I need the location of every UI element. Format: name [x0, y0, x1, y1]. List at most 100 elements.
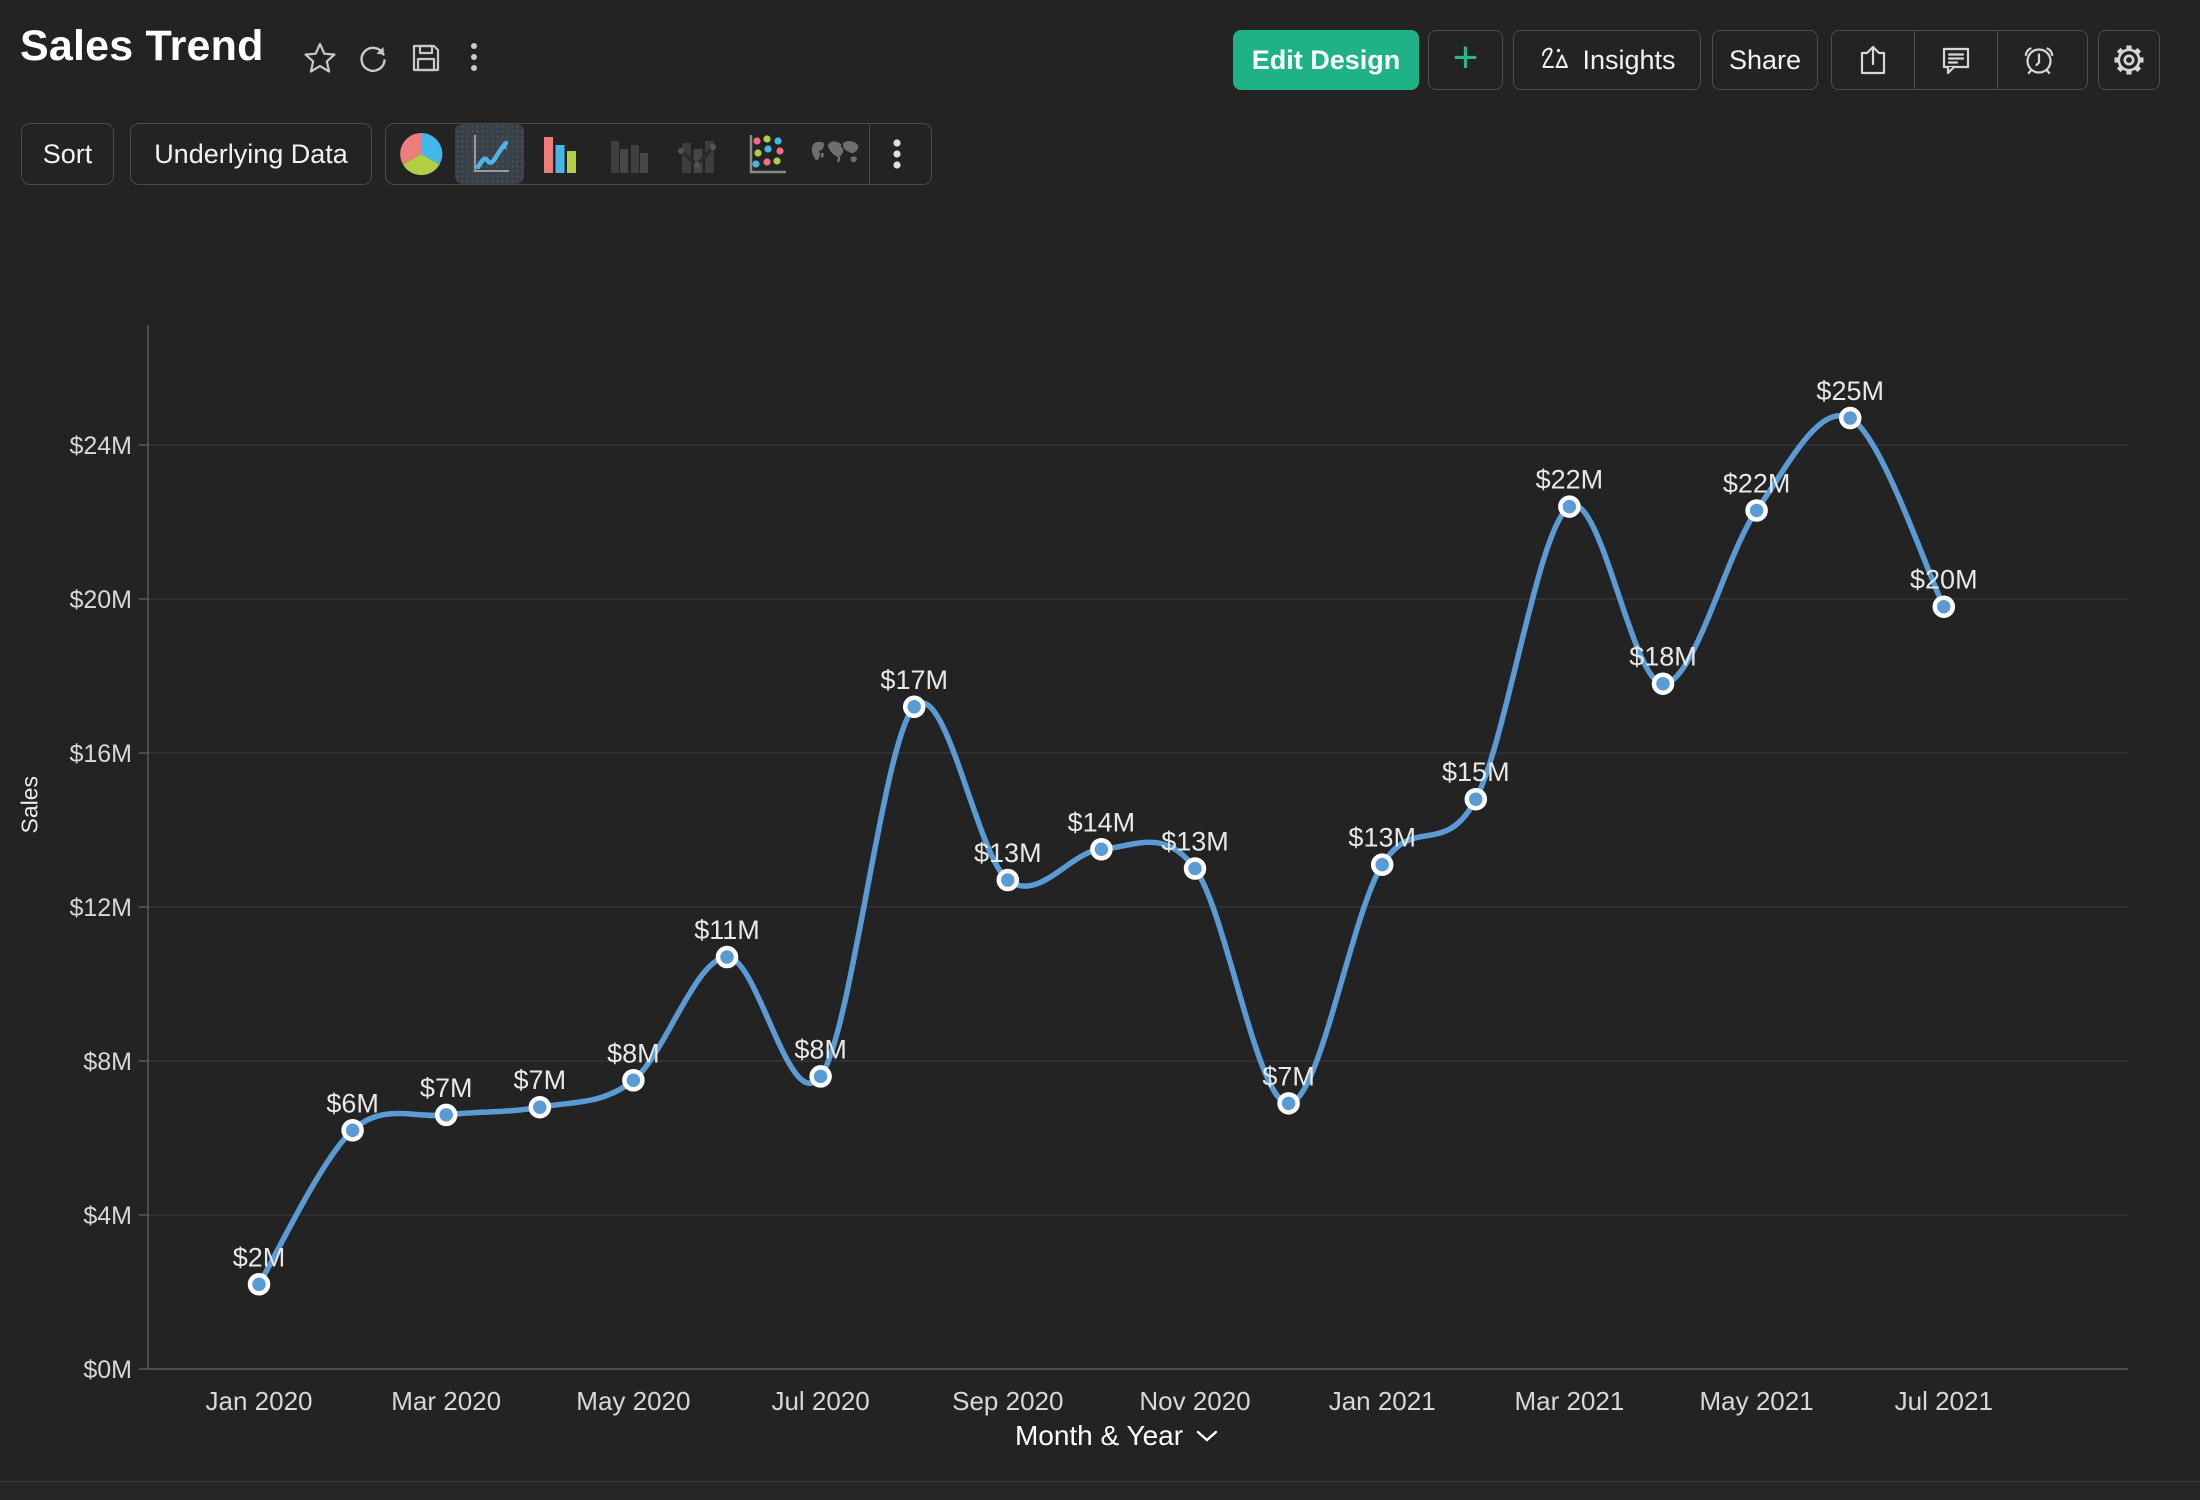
y-tick-label: $4M — [83, 1202, 132, 1230]
data-point[interactable] — [1183, 857, 1207, 880]
refresh-icon[interactable] — [355, 40, 391, 76]
data-point-label: $13M — [1348, 823, 1416, 853]
data-point-label: $2M — [233, 1242, 286, 1272]
data-point-label: $7M — [514, 1065, 567, 1095]
plus-icon: + — [1452, 33, 1479, 82]
data-point[interactable] — [715, 945, 739, 969]
insights-label: Insights — [1582, 44, 1676, 75]
data-point-label: $7M — [420, 1073, 473, 1103]
comment-button[interactable] — [1914, 31, 1997, 89]
y-tick-label: $20M — [69, 586, 132, 614]
comment-icon — [1942, 47, 1970, 75]
y-tick-label: $0M — [83, 1356, 132, 1384]
data-point[interactable] — [528, 1095, 552, 1119]
x-tick-label: Jul 2020 — [771, 1386, 869, 1416]
header-icon-button-group — [1831, 30, 2088, 90]
x-tick-label: Jan 2020 — [206, 1386, 313, 1416]
star-icon[interactable] — [302, 40, 338, 76]
x-tick-label: May 2021 — [1700, 1386, 1814, 1416]
data-point[interactable] — [996, 868, 1020, 892]
chevron-down-icon — [1196, 1430, 1218, 1442]
share-button[interactable]: Share — [1712, 30, 1818, 90]
y-axis-title: Sales — [16, 775, 43, 834]
data-point-label: $22M — [1723, 468, 1791, 498]
chart-type-selector — [385, 123, 932, 185]
data-point-label: $17M — [880, 665, 948, 695]
x-tick-label: Sep 2020 — [952, 1386, 1063, 1416]
settings-gear-icon — [2114, 45, 2144, 75]
data-point[interactable] — [622, 1069, 645, 1092]
chart-type-pie[interactable] — [386, 124, 455, 184]
divider — [0, 1481, 2200, 1482]
data-point[interactable] — [341, 1119, 364, 1142]
chart-type-bar[interactable] — [524, 124, 593, 184]
data-point[interactable] — [809, 1065, 832, 1088]
divider — [869, 124, 870, 184]
underlying-data-button[interactable]: Underlying Data — [130, 123, 372, 185]
data-point[interactable] — [1464, 787, 1488, 811]
world-map-icon — [811, 141, 858, 163]
kebab-menu-icon[interactable] — [456, 40, 492, 76]
pie-chart-icon — [399, 132, 442, 176]
data-point[interactable] — [1745, 499, 1768, 522]
insights-button[interactable]: Insights — [1513, 30, 1701, 90]
zia-icon — [1538, 43, 1570, 77]
data-point[interactable] — [1370, 853, 1394, 876]
alarm-button[interactable] — [1997, 31, 2080, 89]
save-icon[interactable] — [408, 40, 444, 76]
data-point-label: $18M — [1629, 642, 1697, 672]
kebab-menu-icon — [893, 139, 901, 169]
sort-button[interactable]: Sort — [21, 123, 114, 185]
chart-type-scatter[interactable] — [731, 124, 800, 184]
data-point[interactable] — [1277, 1092, 1300, 1115]
alarm-icon — [2024, 47, 2054, 75]
bar-chart-icon — [543, 137, 576, 173]
data-point[interactable] — [1558, 495, 1581, 518]
x-axis-title: Month & Year — [1014, 1420, 1184, 1451]
chart-type-combo[interactable] — [662, 124, 731, 184]
y-tick-label: $12M — [69, 894, 132, 922]
data-point[interactable] — [434, 1103, 458, 1127]
settings-button[interactable] — [2098, 30, 2160, 90]
data-point-label: $8M — [794, 1034, 847, 1064]
more-chart-types-button[interactable] — [870, 124, 924, 184]
data-point-label: $7M — [1262, 1061, 1315, 1091]
chart-type-grouped-bar[interactable] — [593, 124, 662, 184]
data-point-label: $13M — [974, 838, 1042, 868]
data-point[interactable] — [902, 695, 926, 719]
x-axis-field-selector[interactable]: Month & Year — [1015, 1420, 1219, 1452]
page-title: Sales Trend — [20, 22, 264, 70]
x-tick-label: Jan 2021 — [1329, 1386, 1436, 1416]
data-point-label: $11M — [694, 915, 760, 945]
export-icon — [1860, 45, 1886, 75]
x-tick-label: Mar 2021 — [1514, 1386, 1624, 1416]
data-point[interactable] — [1651, 672, 1675, 695]
share-label: Share — [1728, 44, 1802, 75]
data-point[interactable] — [1838, 406, 1862, 430]
sort-label: Sort — [42, 138, 93, 169]
x-tick-label: Nov 2020 — [1139, 1386, 1250, 1416]
data-point-label: $20M — [1910, 565, 1978, 595]
y-tick-label: $24M — [69, 432, 132, 460]
data-point-label: $15M — [1442, 757, 1510, 787]
data-point-label: $14M — [1068, 807, 1136, 837]
data-point[interactable] — [1932, 595, 1956, 618]
chart-type-line[interactable] — [455, 124, 524, 184]
grouped-bar-chart-icon — [610, 141, 648, 173]
data-point[interactable] — [1090, 838, 1113, 861]
line-chart-icon — [473, 135, 509, 172]
x-tick-label: Mar 2020 — [391, 1386, 501, 1416]
scatter-plot-icon — [749, 135, 786, 174]
edit-design-label: Edit Design — [1251, 44, 1401, 75]
export-button[interactable] — [1832, 31, 1914, 89]
data-point-label: $13M — [1161, 827, 1229, 857]
add-button[interactable]: + — [1428, 30, 1503, 90]
underlying-data-label: Underlying Data — [154, 138, 348, 169]
data-point-label: $22M — [1536, 465, 1604, 495]
x-tick-label: Jul 2021 — [1895, 1386, 1993, 1416]
chart-type-map[interactable] — [800, 124, 869, 184]
combo-chart-icon — [677, 141, 716, 173]
edit-design-button[interactable]: Edit Design — [1233, 30, 1419, 90]
data-point[interactable] — [247, 1273, 271, 1296]
y-tick-label: $8M — [83, 1048, 132, 1076]
